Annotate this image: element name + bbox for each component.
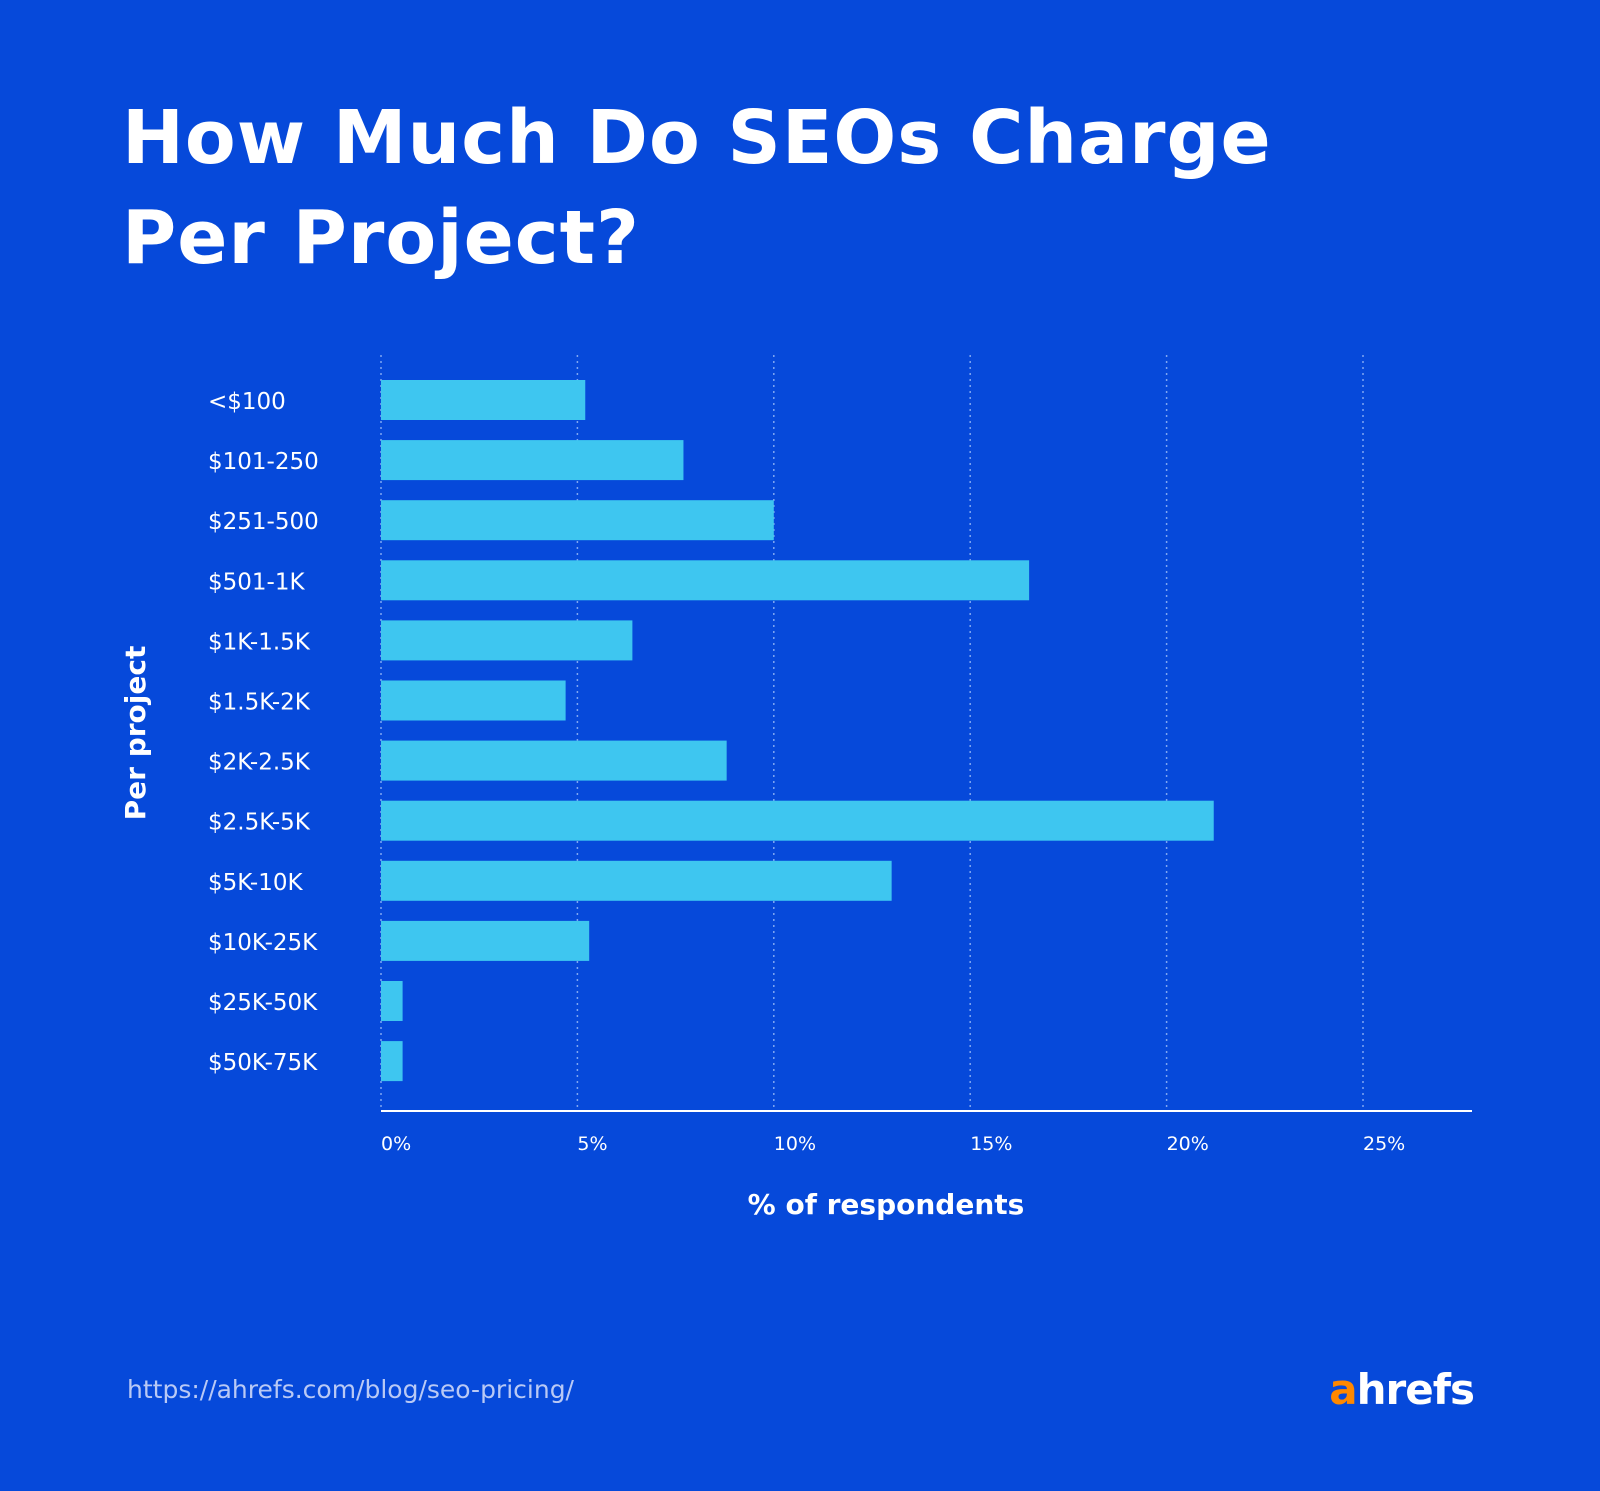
bar <box>381 800 1214 841</box>
y-axis-label: Per project <box>119 646 152 821</box>
y-category-label: $10K-25K <box>208 930 318 956</box>
x-tick-label: 20% <box>1167 1133 1209 1155</box>
y-category-label: $50K-75K <box>208 1050 318 1076</box>
ahrefs-logo: ahrefs <box>1329 1365 1475 1414</box>
x-tick-label: 5% <box>577 1133 607 1155</box>
y-category-label: $2.5K-5K <box>208 810 311 836</box>
x-axis-label: % of respondents <box>748 1188 1025 1221</box>
x-tick-label: 25% <box>1363 1133 1405 1155</box>
y-category-label: $2K-2.5K <box>208 750 311 776</box>
bar <box>381 500 774 541</box>
bar <box>381 620 633 661</box>
bar <box>381 560 1030 601</box>
y-category-label: $251-500 <box>208 509 319 535</box>
x-tick-label: 10% <box>774 1133 816 1155</box>
bar <box>381 920 590 961</box>
x-tick-label: 0% <box>381 1133 411 1155</box>
y-category-label: $1.5K-2K <box>208 690 311 716</box>
y-category-label: $1K-1.5K <box>208 629 311 655</box>
y-category-label: $25K-50K <box>208 990 318 1016</box>
title-line-2: Per Project? <box>122 195 640 281</box>
bar <box>381 981 403 1021</box>
y-category-label: $101-250 <box>208 449 319 475</box>
bar <box>381 1041 403 1082</box>
bar <box>381 440 684 481</box>
y-category-label: $5K-10K <box>208 870 304 896</box>
bar <box>381 860 892 901</box>
source-url: https://ahrefs.com/blog/seo-pricing/ <box>127 1375 574 1404</box>
bar <box>381 740 727 781</box>
bar <box>381 680 566 721</box>
chart-title: How Much Do SEOs Charge Per Project? <box>122 88 1272 288</box>
x-tick-label: 15% <box>970 1133 1012 1155</box>
y-category-label: $501-1K <box>208 569 305 595</box>
y-category-label: <$100 <box>208 389 286 415</box>
bar <box>381 380 586 420</box>
title-line-1: How Much Do SEOs Charge <box>122 95 1272 181</box>
